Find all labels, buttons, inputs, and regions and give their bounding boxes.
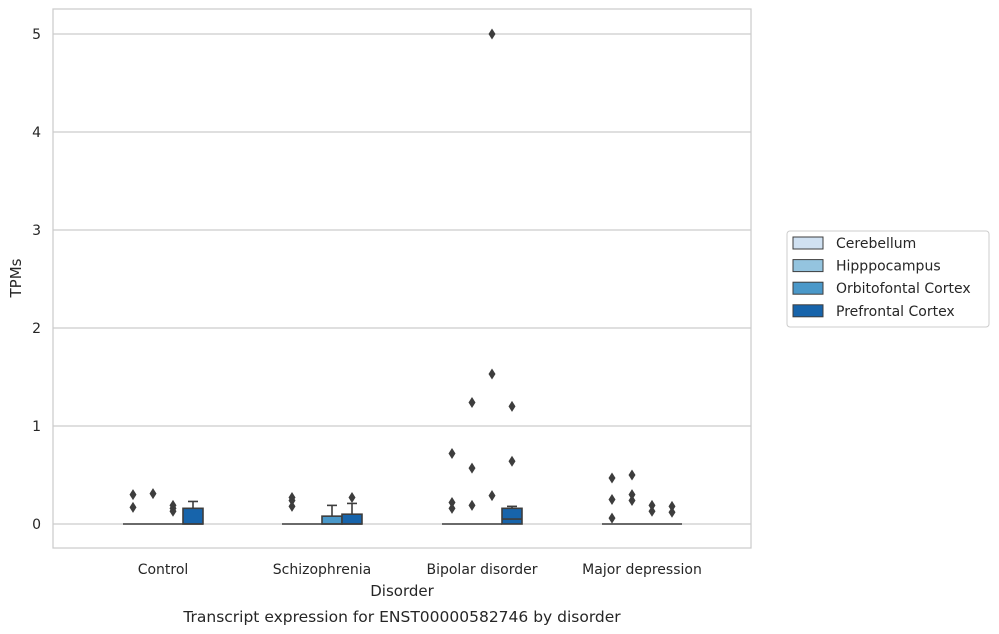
y-axis-title: TPMs bbox=[7, 258, 25, 298]
box-0-3 bbox=[182, 500, 204, 525]
legend: Cerebellum Hipppocampus Orbitofontal Corte… bbox=[786, 230, 990, 328]
outlier-point bbox=[348, 492, 356, 504]
box-0-0 bbox=[123, 489, 143, 525]
legend-item: Prefrontal Cortex bbox=[792, 304, 955, 320]
box-3-2 bbox=[642, 499, 662, 525]
box-1-2 bbox=[321, 504, 343, 525]
box-0-1 bbox=[143, 488, 163, 525]
outlier-point bbox=[628, 489, 636, 501]
outlier-point bbox=[488, 490, 496, 502]
legend-label: Orbitofontal Cortex bbox=[836, 281, 971, 297]
box-2-0 bbox=[442, 447, 462, 525]
outlier-point bbox=[448, 502, 456, 514]
outlier-point bbox=[608, 494, 616, 505]
box-0-2 bbox=[163, 499, 183, 525]
outlier-point bbox=[648, 505, 656, 517]
box-1-0 bbox=[282, 492, 302, 525]
legend-swatch bbox=[792, 281, 824, 295]
outlier-point bbox=[608, 512, 616, 524]
plot-frame bbox=[52, 8, 752, 549]
y-tick-label: 5 bbox=[32, 27, 41, 43]
box-3-0 bbox=[602, 472, 622, 525]
legend-swatch bbox=[792, 259, 824, 273]
outlier-point bbox=[508, 455, 516, 467]
outlier-point bbox=[508, 400, 516, 412]
outlier-point bbox=[468, 499, 476, 511]
outlier-point bbox=[129, 501, 137, 513]
outlier-point bbox=[129, 489, 137, 501]
outlier-point bbox=[468, 396, 476, 408]
legend-label: Cerebellum bbox=[836, 236, 916, 252]
legend-item: Hipppocampus bbox=[792, 259, 941, 275]
box-body bbox=[321, 515, 343, 525]
box-plots bbox=[123, 28, 682, 525]
legend-swatch bbox=[792, 304, 824, 318]
y-tick-label: 2 bbox=[32, 321, 41, 337]
x-tick-labels: Control Schizophrenia Bipolar disorder Majo… bbox=[138, 562, 702, 578]
y-tick-label: 4 bbox=[32, 125, 41, 141]
y-tick-labels: 0 1 2 3 4 5 bbox=[32, 27, 41, 533]
box-2-3 bbox=[501, 400, 523, 525]
x-axis-title: Disorder bbox=[370, 582, 434, 600]
y-tick-label: 3 bbox=[32, 223, 41, 239]
legend-item: Orbitofontal Cortex bbox=[792, 281, 971, 297]
outlier-point bbox=[488, 28, 496, 40]
outlier-point bbox=[468, 462, 476, 474]
outlier-point bbox=[488, 368, 496, 380]
legend-frame bbox=[786, 230, 990, 328]
box-1-3 bbox=[341, 492, 363, 525]
legend-item: Cerebellum bbox=[792, 236, 916, 252]
box-body bbox=[501, 507, 523, 525]
legend-swatch bbox=[792, 236, 824, 250]
outlier-point bbox=[668, 506, 676, 518]
outlier-point bbox=[628, 494, 636, 506]
outlier-point bbox=[448, 447, 456, 459]
outlier-point bbox=[149, 488, 157, 500]
box-3-3 bbox=[662, 500, 682, 525]
box-body bbox=[341, 513, 363, 525]
outlier-point bbox=[288, 492, 296, 504]
x-tick-label: Schizophrenia bbox=[273, 562, 371, 578]
outlier-point bbox=[169, 499, 177, 511]
outlier-point bbox=[648, 499, 656, 511]
figure-caption: Transcript expression for ENST0000058274… bbox=[182, 608, 621, 626]
x-tick-label: Major depression bbox=[582, 562, 702, 578]
outlier-point bbox=[628, 469, 636, 481]
legend-label: Hipppocampus bbox=[836, 259, 941, 275]
outlier-point bbox=[288, 500, 296, 512]
outlier-point bbox=[448, 496, 456, 508]
outlier-point bbox=[608, 472, 616, 484]
box-body bbox=[182, 507, 204, 525]
x-tick-label: Control bbox=[138, 562, 189, 578]
box-3-1 bbox=[622, 469, 642, 525]
box-2-1 bbox=[462, 396, 482, 525]
outlier-point bbox=[668, 500, 676, 512]
legend-label: Prefrontal Cortex bbox=[836, 304, 955, 320]
box-2-2 bbox=[482, 28, 502, 525]
y-tick-label: 0 bbox=[32, 517, 41, 533]
x-tick-label: Bipolar disorder bbox=[426, 562, 537, 578]
y-gridlines bbox=[53, 33, 751, 525]
y-tick-label: 1 bbox=[32, 419, 41, 435]
